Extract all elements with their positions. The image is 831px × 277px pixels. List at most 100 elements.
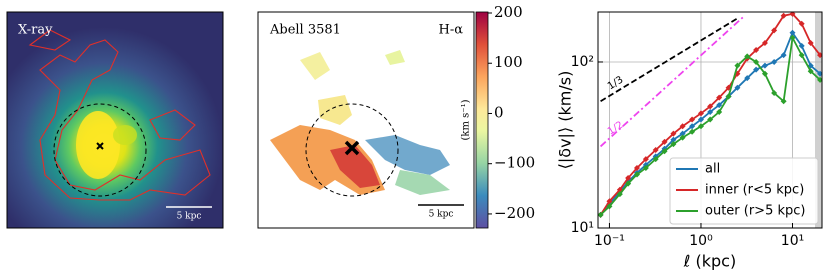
series-marker xyxy=(633,171,640,178)
y-tick-label: 10¹ xyxy=(571,220,594,236)
series-marker xyxy=(798,52,805,59)
xray-image xyxy=(7,12,223,228)
x-tick-label: 10⁻¹ xyxy=(594,233,625,249)
series-marker xyxy=(753,58,760,65)
series-marker xyxy=(606,198,613,205)
legend: all inner (r<5 kpc) outer (r>5 kpc) xyxy=(669,157,819,225)
series-marker xyxy=(707,103,714,110)
series-marker xyxy=(707,108,714,115)
series-marker xyxy=(661,148,668,155)
series-marker xyxy=(689,123,696,130)
series-marker xyxy=(616,191,623,198)
legend-label: inner (r<5 kpc) xyxy=(705,183,804,198)
panel-title: Abell 3581 xyxy=(269,23,341,38)
center-marker xyxy=(96,142,104,150)
series-marker xyxy=(679,130,686,137)
shaded-band xyxy=(815,12,822,228)
series-marker xyxy=(716,94,723,101)
series-marker xyxy=(633,164,640,171)
halpha-background xyxy=(258,12,474,228)
legend-box xyxy=(669,157,819,225)
colorbar-tick-label: −100 xyxy=(494,154,535,172)
y-axis-label: ⟨|δv|⟩ (km/s) xyxy=(556,71,575,170)
xray-emission xyxy=(7,12,223,228)
scale-bar-label: 5 kpc xyxy=(177,212,202,222)
series-marker xyxy=(606,203,613,210)
series-marker xyxy=(807,68,814,75)
x-tick-label: 10¹ xyxy=(781,233,804,249)
halpha-blob xyxy=(300,52,330,80)
series-marker xyxy=(789,34,796,41)
series-marker xyxy=(780,12,787,19)
series-marker xyxy=(679,123,686,130)
series-marker xyxy=(817,52,822,59)
series-marker xyxy=(761,70,768,77)
colorbar-tick-label: 200 xyxy=(494,3,523,21)
series-marker xyxy=(734,84,741,91)
series-marker xyxy=(697,116,704,123)
series-marker xyxy=(625,175,632,182)
legend-label: all xyxy=(705,162,720,177)
series-marker xyxy=(598,211,604,218)
series-marker xyxy=(771,58,778,65)
series-marker xyxy=(689,128,696,135)
halpha-blob xyxy=(318,95,352,125)
series-marker xyxy=(771,90,778,97)
series-marker xyxy=(707,116,714,123)
panel-frame xyxy=(257,11,475,229)
plot-frame xyxy=(597,11,823,229)
series-marker xyxy=(642,164,649,171)
series-marker xyxy=(807,40,814,47)
x-tick-label: 10⁰ xyxy=(689,233,713,249)
series-marker xyxy=(661,138,668,145)
series-marker xyxy=(725,93,732,100)
series-marker xyxy=(670,136,677,143)
xray-blob xyxy=(113,125,137,145)
reference-line xyxy=(599,15,746,148)
series-marker xyxy=(716,108,723,115)
halpha-blob xyxy=(395,170,450,195)
series-marker xyxy=(771,27,778,34)
halpha-blob xyxy=(365,135,450,175)
series-marker xyxy=(798,20,805,27)
series-marker xyxy=(670,130,677,137)
center-marker xyxy=(344,140,360,156)
series-marker xyxy=(817,70,822,77)
halpha-blob xyxy=(385,50,405,65)
colorbar xyxy=(475,11,489,229)
colorbar-tick-label: −200 xyxy=(494,204,535,222)
series-marker xyxy=(670,141,677,148)
y-tick-label: 10² xyxy=(571,54,594,70)
series-marker xyxy=(679,134,686,141)
dashed-circle xyxy=(53,103,147,197)
series-marker xyxy=(753,47,760,54)
panel-label: X-ray xyxy=(18,23,53,38)
dashed-circle xyxy=(305,103,399,197)
series-marker xyxy=(761,40,768,47)
series-marker xyxy=(744,75,751,82)
series-marker xyxy=(734,62,741,69)
series-marker xyxy=(744,53,751,60)
legend-label: outer (r>5 kpc) xyxy=(705,204,805,219)
series-marker xyxy=(625,180,632,187)
series-marker xyxy=(689,116,696,123)
series-marker xyxy=(652,156,659,163)
scale-bar-label: 5 kpc xyxy=(429,210,454,220)
series-marker xyxy=(697,110,704,117)
series-marker xyxy=(716,102,723,109)
halpha-contour xyxy=(28,29,211,201)
series-marker xyxy=(761,62,768,69)
series-marker xyxy=(780,52,787,59)
series-marker xyxy=(780,98,787,105)
colorbar-tick-label: 0 xyxy=(494,103,504,121)
panel-frame xyxy=(6,11,224,229)
x-axis-label: ℓ (kpc) xyxy=(683,252,736,271)
series-marker xyxy=(697,123,704,130)
series-marker xyxy=(789,29,796,36)
colorbar-label: (km s⁻¹) xyxy=(461,99,472,140)
series-marker xyxy=(652,146,659,153)
series-marker xyxy=(789,12,796,17)
halpha-blob xyxy=(330,145,380,188)
colorbar-tick-label: 100 xyxy=(494,53,523,71)
